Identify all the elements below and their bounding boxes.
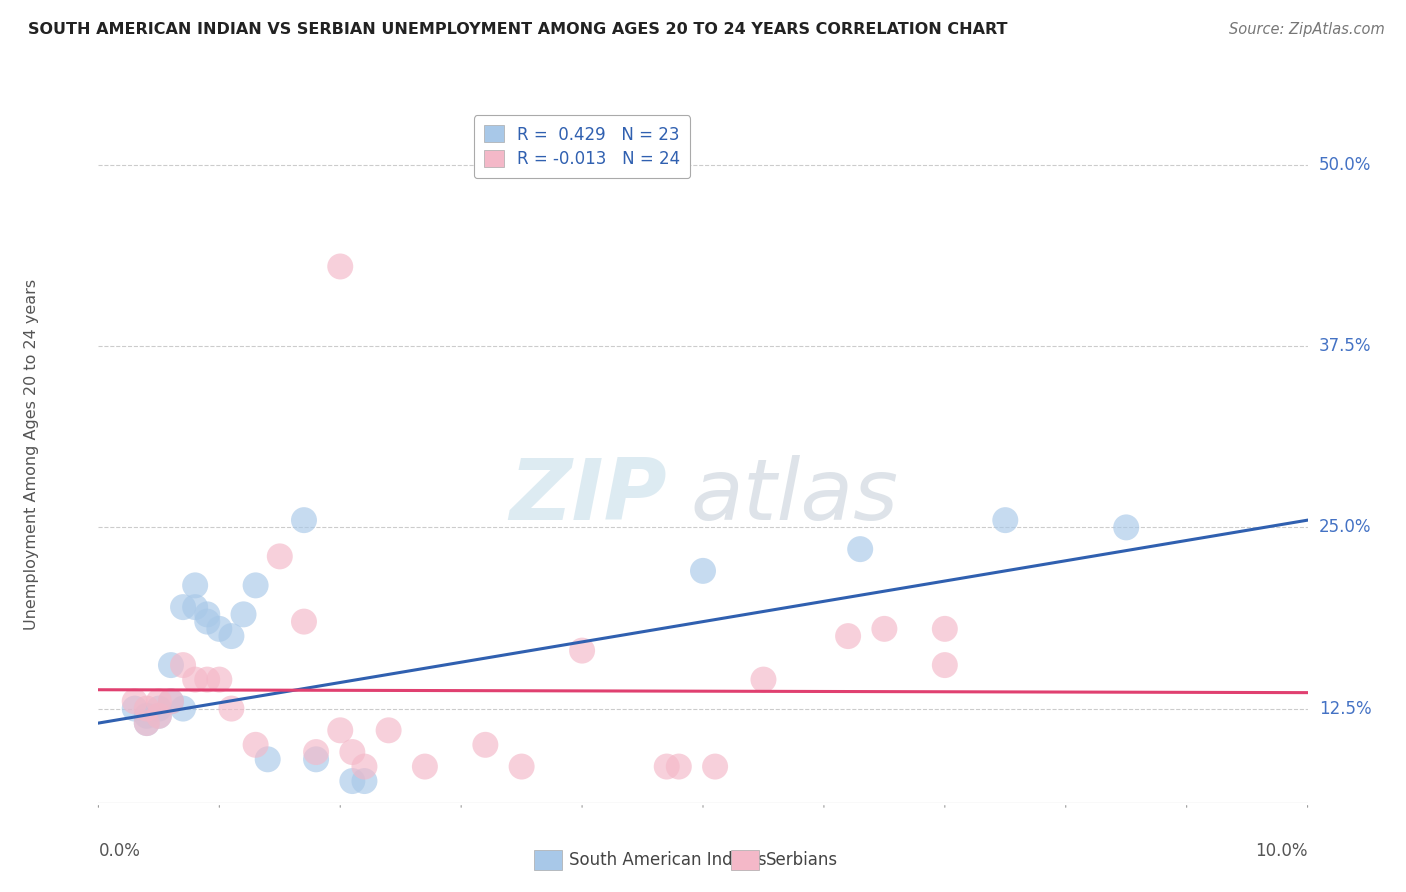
Point — [160, 694, 183, 708]
Point — [172, 600, 194, 615]
Point — [413, 759, 436, 773]
Point — [221, 701, 243, 715]
Point — [994, 513, 1017, 527]
Point — [148, 708, 170, 723]
Point — [221, 629, 243, 643]
Point — [269, 549, 291, 564]
Text: atlas: atlas — [690, 455, 898, 538]
Point — [329, 723, 352, 738]
Text: 12.5%: 12.5% — [1319, 699, 1371, 717]
Point — [135, 716, 157, 731]
Text: 50.0%: 50.0% — [1319, 156, 1371, 174]
Point — [148, 694, 170, 708]
Point — [474, 738, 496, 752]
Point — [571, 643, 593, 657]
Point — [135, 716, 157, 731]
Text: South American Indians: South American Indians — [569, 851, 768, 869]
Text: 0.0%: 0.0% — [98, 842, 141, 860]
Point — [172, 658, 194, 673]
Point — [704, 759, 727, 773]
Point — [172, 701, 194, 715]
Text: Unemployment Among Ages 20 to 24 years: Unemployment Among Ages 20 to 24 years — [24, 279, 39, 631]
Point — [837, 629, 859, 643]
Point — [329, 260, 352, 274]
Point — [934, 658, 956, 673]
Text: 10.0%: 10.0% — [1256, 842, 1308, 860]
Point — [245, 578, 267, 592]
Text: SOUTH AMERICAN INDIAN VS SERBIAN UNEMPLOYMENT AMONG AGES 20 TO 24 YEARS CORRELAT: SOUTH AMERICAN INDIAN VS SERBIAN UNEMPLO… — [28, 22, 1008, 37]
Point — [668, 759, 690, 773]
Point — [1115, 520, 1137, 534]
Point — [195, 673, 218, 687]
Point — [849, 542, 872, 557]
Point — [148, 701, 170, 715]
Point — [305, 745, 328, 759]
Point — [752, 673, 775, 687]
Point — [184, 673, 207, 687]
Point — [655, 759, 678, 773]
Point — [124, 701, 146, 715]
Point — [305, 752, 328, 766]
Point — [148, 708, 170, 723]
Point — [124, 694, 146, 708]
Point — [377, 723, 399, 738]
Point — [208, 622, 231, 636]
Point — [292, 513, 315, 527]
Point — [160, 694, 183, 708]
Text: Source: ZipAtlas.com: Source: ZipAtlas.com — [1229, 22, 1385, 37]
Point — [184, 600, 207, 615]
Text: 37.5%: 37.5% — [1319, 337, 1371, 355]
Text: 25.0%: 25.0% — [1319, 518, 1371, 536]
Text: ZIP: ZIP — [509, 455, 666, 538]
Legend: R =  0.429   N = 23, R = -0.013   N = 24: R = 0.429 N = 23, R = -0.013 N = 24 — [474, 115, 690, 178]
Point — [256, 752, 278, 766]
Point — [510, 759, 533, 773]
Point — [195, 607, 218, 622]
Point — [873, 622, 896, 636]
Point — [232, 607, 254, 622]
Point — [184, 578, 207, 592]
Point — [195, 615, 218, 629]
Point — [342, 745, 364, 759]
Point — [934, 622, 956, 636]
Point — [245, 738, 267, 752]
Point — [292, 615, 315, 629]
Point — [208, 673, 231, 687]
Point — [342, 774, 364, 789]
Text: Serbians: Serbians — [766, 851, 838, 869]
Point — [160, 658, 183, 673]
Point — [135, 708, 157, 723]
Point — [692, 564, 714, 578]
Point — [135, 701, 157, 715]
Point — [353, 774, 375, 789]
Point — [353, 759, 375, 773]
